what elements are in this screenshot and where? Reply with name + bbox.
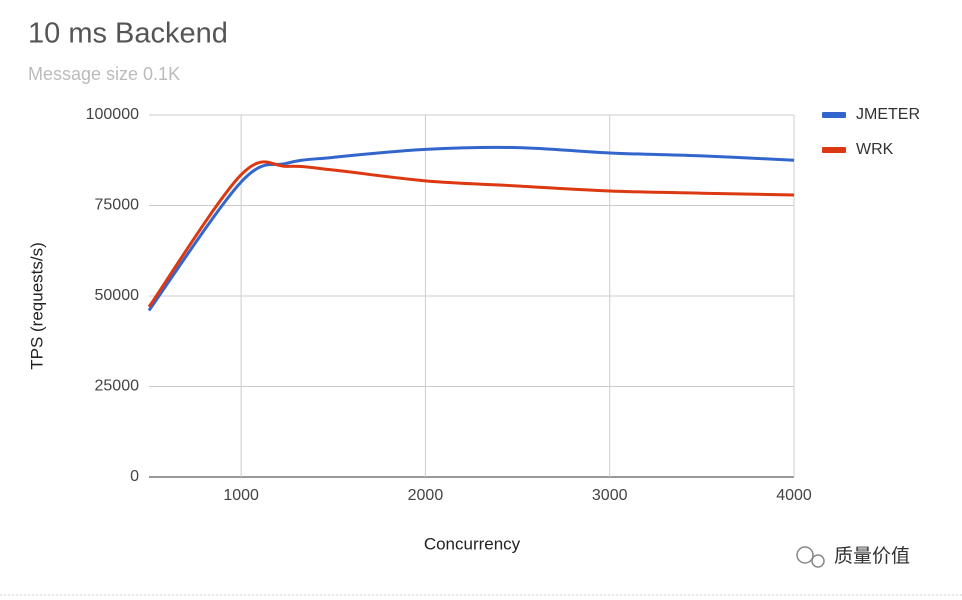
chart-title: 10 ms Backend	[28, 18, 228, 50]
x-tick-label: 1000	[223, 487, 259, 504]
legend-label: JMETER	[856, 106, 920, 123]
y-tick-label: 25000	[95, 378, 140, 395]
x-tick-label: 2000	[408, 487, 444, 504]
legend-label: WRK	[856, 141, 894, 158]
y-axis-label: TPS (requests/s)	[27, 242, 46, 370]
x-tick-label: 4000	[776, 487, 812, 504]
chart-subtitle: Message size 0.1K	[28, 64, 180, 84]
x-tick-label: 3000	[592, 487, 628, 504]
watermark-icon	[796, 546, 814, 564]
series-line	[147, 160, 795, 308]
watermark: 质量价值	[834, 545, 910, 567]
watermark-icon	[811, 554, 825, 568]
legend-swatch	[822, 112, 846, 118]
series-line	[147, 145, 795, 312]
y-tick-label: 50000	[95, 287, 140, 304]
y-tick-label: 100000	[86, 106, 139, 123]
x-axis-label: Concurrency	[424, 534, 521, 553]
y-tick-label: 0	[130, 468, 139, 485]
y-tick-label: 75000	[95, 197, 140, 214]
legend-swatch	[822, 147, 846, 153]
